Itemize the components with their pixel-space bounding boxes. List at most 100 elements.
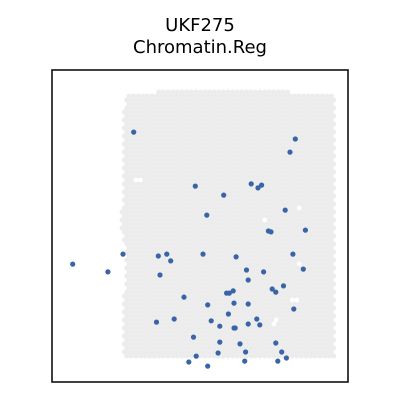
background-spot xyxy=(273,261,279,267)
background-spot xyxy=(264,349,270,355)
background-spot xyxy=(216,281,222,287)
background-spot xyxy=(296,237,302,243)
background-spot xyxy=(124,113,130,119)
background-spot xyxy=(236,293,242,299)
background-spot xyxy=(282,317,288,323)
background-spot xyxy=(218,181,224,187)
background-spot xyxy=(250,133,256,139)
background-spot xyxy=(312,113,318,119)
background-spot xyxy=(296,197,302,203)
background-spot xyxy=(167,117,173,123)
background-spot xyxy=(236,325,242,331)
background-spot xyxy=(133,281,139,287)
background-spot xyxy=(209,277,215,283)
background-spot xyxy=(213,205,219,211)
background-spot xyxy=(246,309,252,315)
background-spot xyxy=(246,293,252,299)
background-spot xyxy=(227,189,233,195)
background-spot xyxy=(308,201,314,207)
background-spot xyxy=(124,169,130,175)
background-spot xyxy=(324,229,330,235)
background-spot xyxy=(135,325,141,331)
background-spot xyxy=(294,265,300,271)
background-spot xyxy=(156,313,162,319)
background-spot xyxy=(308,97,314,103)
background-spot xyxy=(181,349,187,355)
background-spot xyxy=(253,201,258,207)
background-spot xyxy=(326,153,332,159)
background-spot xyxy=(135,229,141,235)
background-spot xyxy=(280,249,286,255)
background-spot xyxy=(315,349,321,355)
background-spot xyxy=(294,177,300,183)
background-spot xyxy=(292,221,298,227)
background-spot xyxy=(211,353,217,359)
background-spot xyxy=(324,261,330,267)
background-spot xyxy=(216,185,222,191)
background-spot xyxy=(227,141,233,147)
background-spot xyxy=(211,289,217,295)
background-spot xyxy=(138,145,143,151)
background-spot xyxy=(236,221,242,227)
background-spot xyxy=(232,245,238,251)
background-spot xyxy=(273,349,279,355)
highlight-point xyxy=(215,350,221,356)
background-spot xyxy=(200,125,206,131)
background-spot xyxy=(328,293,334,299)
background-spot xyxy=(246,221,252,227)
background-spot xyxy=(305,101,311,107)
background-spot xyxy=(163,261,169,267)
background-spot xyxy=(161,233,166,239)
background-spot xyxy=(177,301,183,307)
background-spot xyxy=(285,89,291,95)
highlight-point xyxy=(225,311,231,317)
background-spot xyxy=(303,257,309,263)
highlight-point xyxy=(302,227,308,233)
background-spot xyxy=(177,333,183,339)
background-spot xyxy=(305,93,311,99)
background-spot xyxy=(218,149,224,155)
background-spot xyxy=(294,241,300,247)
highlight-point xyxy=(254,316,260,322)
background-spot xyxy=(271,217,277,223)
background-spot xyxy=(289,153,295,159)
background-spot xyxy=(230,97,235,103)
background-spot xyxy=(211,273,217,279)
background-spot xyxy=(243,329,249,335)
background-spot xyxy=(280,161,286,167)
background-spot xyxy=(328,109,334,115)
background-spot xyxy=(289,113,295,119)
background-spot xyxy=(264,109,270,115)
background-spot xyxy=(271,305,277,311)
background-spot xyxy=(128,329,134,335)
background-spot xyxy=(140,293,146,299)
background-spot xyxy=(326,137,332,143)
background-spot xyxy=(225,273,231,279)
background-spot xyxy=(158,141,164,147)
background-spot xyxy=(126,141,132,147)
background-spot xyxy=(266,185,272,191)
background-spot xyxy=(280,121,286,127)
background-spot xyxy=(324,213,330,219)
background-spot xyxy=(236,333,242,339)
background-spot xyxy=(121,309,127,315)
background-spot xyxy=(248,265,254,271)
background-spot xyxy=(161,177,166,183)
background-spot xyxy=(262,169,268,175)
background-spot xyxy=(207,241,212,247)
background-spot xyxy=(140,157,146,163)
background-spot xyxy=(138,97,143,103)
background-spot xyxy=(225,177,231,183)
background-spot xyxy=(147,353,153,359)
background-spot xyxy=(257,225,263,231)
highlight-point xyxy=(255,185,261,191)
background-spot xyxy=(190,293,196,299)
background-spot xyxy=(195,325,201,331)
background-spot xyxy=(230,145,235,151)
background-spot xyxy=(190,165,196,171)
background-spot xyxy=(167,189,173,195)
background-spot xyxy=(126,333,132,339)
background-spot xyxy=(322,193,327,199)
background-spot xyxy=(239,169,245,175)
background-spot xyxy=(234,169,240,175)
